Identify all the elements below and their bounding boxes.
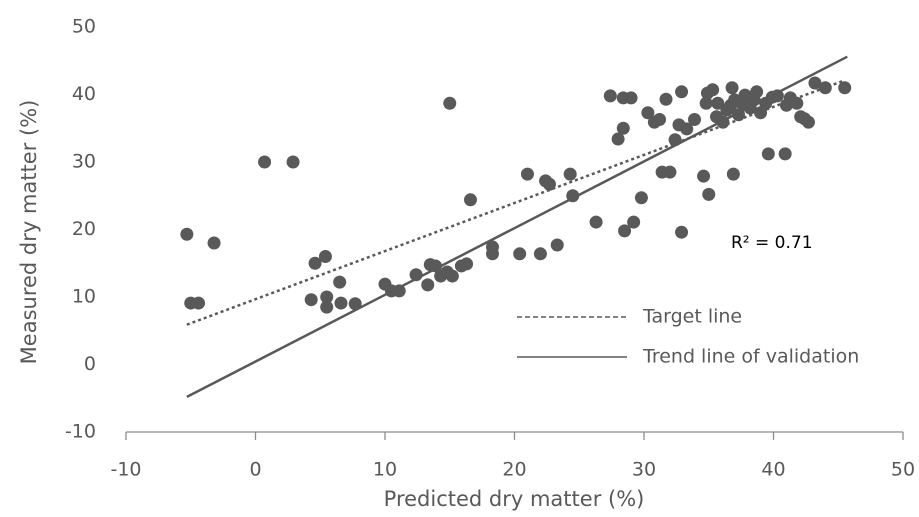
point: [711, 96, 725, 110]
y-tick-label: 10: [72, 286, 96, 308]
point: [520, 167, 534, 181]
point: [770, 89, 784, 103]
legend-label: Trend line of validation: [642, 346, 859, 368]
point: [334, 296, 348, 310]
point: [421, 278, 435, 292]
x-tick-label: 10: [373, 459, 397, 481]
point: [533, 247, 547, 261]
point: [348, 297, 362, 311]
fit-line: [186, 55, 848, 399]
point: [726, 167, 740, 181]
point: [485, 247, 499, 261]
point: [699, 96, 713, 110]
point: [603, 89, 617, 103]
y-tick-label: 30: [72, 151, 96, 173]
point: [513, 247, 527, 261]
point: [702, 187, 716, 201]
point: [445, 269, 459, 283]
point: [616, 121, 630, 135]
point: [320, 290, 334, 304]
point: [688, 112, 702, 126]
point: [675, 85, 689, 99]
point: [463, 193, 477, 207]
point: [808, 76, 822, 90]
point: [663, 165, 677, 179]
point: [207, 236, 221, 250]
point: [460, 257, 474, 271]
point: [697, 169, 711, 183]
point: [790, 96, 804, 110]
point: [286, 155, 300, 169]
point: [750, 85, 764, 99]
point: [320, 300, 334, 314]
x-tick-label: 40: [761, 459, 785, 481]
point: [192, 296, 206, 310]
point: [680, 122, 694, 136]
point: [392, 284, 406, 298]
point: [550, 238, 564, 252]
point: [611, 132, 625, 146]
point: [258, 155, 272, 169]
point: [659, 92, 673, 106]
point: [634, 191, 648, 205]
y-tick-label: 50: [72, 16, 96, 38]
y-tick-label: 0: [84, 353, 96, 375]
x-tick-label: 0: [249, 459, 261, 481]
x-tick-label: -10: [110, 459, 141, 481]
y-axis-title: Measured dry matter (%): [17, 100, 41, 365]
point: [308, 256, 322, 270]
fit-line: [186, 79, 846, 326]
point: [761, 147, 775, 161]
y-tick-label: -10: [65, 421, 96, 443]
legend-label: Target line: [642, 306, 742, 328]
point: [725, 81, 739, 95]
y-tick-label: 40: [72, 83, 96, 105]
y-tick-label: 20: [72, 218, 96, 240]
point: [838, 81, 852, 95]
point: [778, 147, 792, 161]
point: [589, 215, 603, 229]
point: [624, 91, 638, 105]
point: [304, 293, 318, 307]
point: [706, 83, 720, 97]
x-tick-label: 50: [891, 459, 915, 481]
point: [180, 227, 194, 241]
x-axis-title: Predicted dry matter (%): [384, 487, 645, 511]
point: [333, 275, 347, 289]
point: [618, 224, 632, 238]
point: [653, 112, 667, 126]
point: [318, 250, 332, 263]
x-tick-label: 30: [632, 459, 656, 481]
point: [563, 167, 577, 181]
point: [443, 96, 457, 110]
r-squared: R² = 0.71: [731, 233, 813, 253]
point: [641, 106, 655, 120]
point: [801, 115, 815, 129]
point: [675, 225, 689, 239]
point: [627, 215, 641, 229]
x-tick-label: 20: [502, 459, 526, 481]
